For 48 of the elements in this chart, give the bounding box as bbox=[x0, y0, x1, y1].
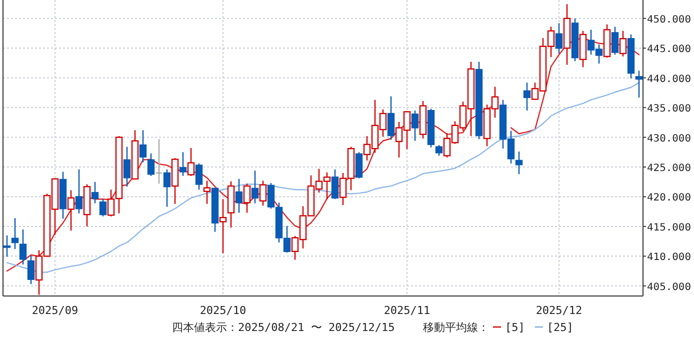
y-tick-label: 410.000 bbox=[647, 252, 691, 264]
y-tick-label: 405.000 bbox=[647, 282, 691, 293]
legend-title: 移動平均線： bbox=[423, 321, 489, 334]
candlestick bbox=[523, 82, 531, 112]
candlestick bbox=[195, 162, 203, 190]
candlestick bbox=[27, 254, 35, 285]
candlestick bbox=[91, 181, 99, 204]
y-tick-label: 420.000 bbox=[647, 192, 691, 204]
x-tick-label: 2025/09 bbox=[32, 304, 78, 317]
y-tick-label: 435.000 bbox=[647, 104, 691, 115]
candlestick bbox=[259, 180, 267, 206]
y-tick-label: 445.000 bbox=[647, 44, 691, 56]
candlestick bbox=[187, 147, 195, 177]
text: 四本値表示：2025/08/21 〜 2025/12/15 bbox=[172, 321, 395, 334]
candlestick bbox=[219, 198, 227, 254]
y-tick-label: 430.000 bbox=[647, 133, 691, 144]
candlestick bbox=[75, 168, 83, 214]
y-tick-label: 450.000 bbox=[647, 14, 691, 26]
candlestick bbox=[331, 168, 339, 200]
candlestick bbox=[11, 218, 19, 250]
candlestick bbox=[139, 130, 147, 163]
candlestick bbox=[611, 26, 619, 56]
candlestick bbox=[123, 146, 131, 188]
x-tick-label: 2025/11 bbox=[384, 304, 430, 317]
candlestick bbox=[203, 180, 211, 204]
candlestick bbox=[435, 144, 443, 156]
legend-label: [5] bbox=[505, 321, 525, 334]
candlestick bbox=[163, 168, 171, 208]
candlestick bbox=[387, 96, 395, 140]
x-tick-label: 2025/12 bbox=[536, 304, 582, 317]
candlestick bbox=[3, 234, 11, 258]
candlestick bbox=[555, 22, 563, 54]
candlestick bbox=[515, 150, 523, 175]
candlestick bbox=[67, 190, 75, 232]
candlestick bbox=[411, 110, 419, 142]
candlestick bbox=[99, 198, 107, 217]
legend-label: [25] bbox=[546, 321, 574, 334]
candlestick bbox=[147, 152, 155, 177]
candlestick bbox=[619, 30, 627, 58]
candlestick bbox=[235, 178, 243, 214]
candlestick bbox=[251, 170, 259, 204]
candlestick bbox=[179, 152, 187, 177]
y-tick-label: 440.000 bbox=[647, 74, 691, 85]
y-tick-label: 415.000 bbox=[647, 222, 691, 234]
candlestick bbox=[19, 228, 27, 266]
y-tick-label: 425.000 bbox=[647, 163, 691, 174]
x-tick-label: 2025/10 bbox=[200, 304, 246, 317]
candlestick bbox=[243, 183, 251, 214]
